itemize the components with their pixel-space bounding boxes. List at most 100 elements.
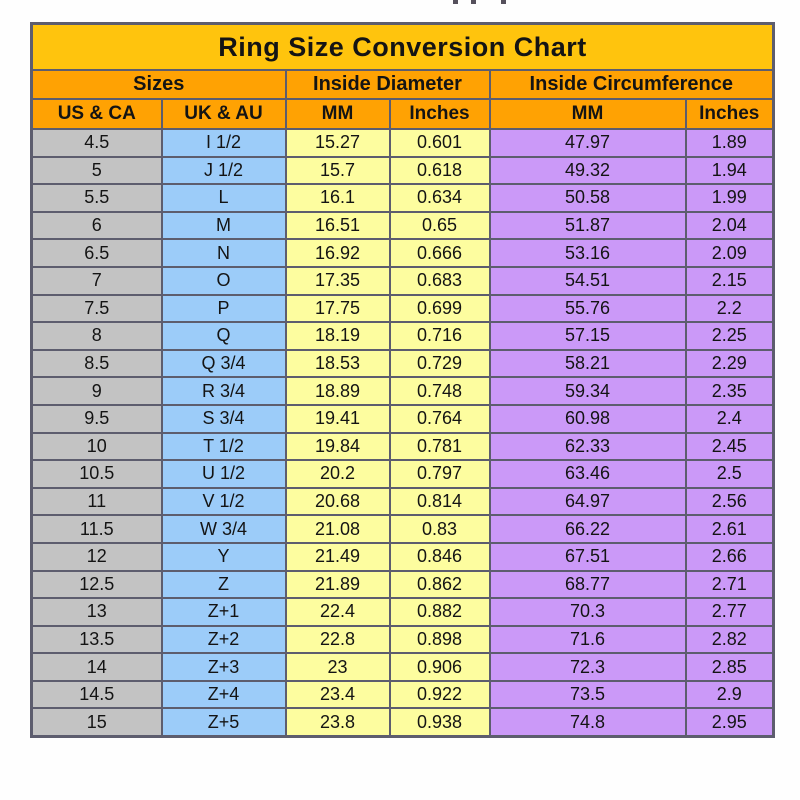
cell-circumference-inches: 2.09 (684, 238, 775, 268)
cell-circumference-inches: 2.45 (684, 431, 775, 462)
cell-circumference-inches: 2.5 (684, 459, 775, 489)
cell-us-ca: 14 (30, 652, 163, 682)
cell-circumference-mm: 55.76 (488, 293, 687, 324)
cell-circumference-mm: 47.97 (488, 128, 687, 158)
cell-diameter-inches: 0.797 (388, 459, 491, 489)
cell-diameter-mm: 18.53 (284, 348, 391, 379)
cell-diameter-mm: 17.75 (284, 293, 391, 324)
table-row: 15 Z+5 23.8 0.938 74.8 2.95 (30, 707, 775, 738)
table-row: 8 Q 18.19 0.716 57.15 2.25 (30, 321, 775, 351)
cell-circumference-inches: 2.9 (684, 679, 775, 710)
column-header-circumference-inches: Inches (684, 98, 775, 130)
table-row: 9.5 S 3/4 19.41 0.764 60.98 2.4 (30, 403, 775, 434)
cell-circumference-inches: 2.29 (684, 348, 775, 379)
cell-uk-au: Q (160, 321, 287, 351)
table-row: 8.5 Q 3/4 18.53 0.729 58.21 2.29 (30, 348, 775, 379)
cell-diameter-mm: 17.35 (284, 265, 391, 296)
cell-diameter-mm: 23.8 (284, 707, 391, 738)
cell-circumference-inches: 2.56 (684, 486, 775, 517)
cell-diameter-inches: 0.748 (388, 376, 491, 406)
table-row: 6.5 N 16.92 0.666 53.16 2.09 (30, 238, 775, 268)
cell-us-ca: 10 (30, 431, 163, 462)
cell-diameter-inches: 0.814 (388, 486, 491, 517)
table-row: 7 O 17.35 0.683 54.51 2.15 (30, 265, 775, 296)
column-header-diameter-inches: Inches (388, 98, 491, 130)
cell-circumference-inches: 2.82 (684, 624, 775, 655)
cell-us-ca: 13.5 (30, 624, 163, 655)
cell-uk-au: P (160, 293, 287, 324)
table-row: 13.5 Z+2 22.8 0.898 71.6 2.82 (30, 624, 775, 655)
cell-circumference-mm: 59.34 (488, 376, 687, 406)
column-header-row: US & CA UK & AU MM Inches MM Inches (30, 98, 775, 130)
cell-circumference-inches: 2.66 (684, 541, 775, 572)
cell-us-ca: 10.5 (30, 459, 163, 489)
cell-us-ca: 4.5 (30, 128, 163, 158)
table-row: 5.5 L 16.1 0.634 50.58 1.99 (30, 183, 775, 213)
clipped-mark (471, 0, 476, 4)
cell-diameter-inches: 0.699 (388, 293, 491, 324)
cell-circumference-mm: 68.77 (488, 569, 687, 600)
cell-uk-au: N (160, 238, 287, 268)
cell-us-ca: 7 (30, 265, 163, 296)
cell-diameter-mm: 22.8 (284, 624, 391, 655)
cell-diameter-inches: 0.729 (388, 348, 491, 379)
cell-circumference-mm: 71.6 (488, 624, 687, 655)
cell-uk-au: L (160, 183, 287, 213)
cell-circumference-inches: 2.61 (684, 514, 775, 544)
cell-circumference-inches: 1.99 (684, 183, 775, 213)
column-header-us-ca: US & CA (30, 98, 163, 130)
cell-diameter-mm: 21.89 (284, 569, 391, 600)
cell-us-ca: 9 (30, 376, 163, 406)
column-header-diameter-mm: MM (284, 98, 391, 130)
cell-diameter-mm: 19.41 (284, 403, 391, 434)
cell-circumference-inches: 2.4 (684, 403, 775, 434)
cell-circumference-mm: 51.87 (488, 210, 687, 241)
ring-size-conversion-table: Ring Size Conversion Chart Sizes Inside … (30, 22, 776, 739)
cell-uk-au: Z+1 (160, 597, 287, 627)
cell-circumference-inches: 2.04 (684, 210, 775, 241)
cell-circumference-inches: 2.15 (684, 265, 775, 296)
cell-us-ca: 6.5 (30, 238, 163, 268)
table-body: 4.5 I 1/2 15.27 0.601 47.97 1.89 5 J 1/2 15.7 0.6… (30, 128, 775, 738)
cell-circumference-mm: 64.97 (488, 486, 687, 517)
cell-uk-au: Z (160, 569, 287, 600)
cell-circumference-mm: 60.98 (488, 403, 687, 434)
cell-circumference-mm: 74.8 (488, 707, 687, 738)
cell-diameter-mm: 21.49 (284, 541, 391, 572)
cell-us-ca: 12.5 (30, 569, 163, 600)
cell-diameter-mm: 16.1 (284, 183, 391, 213)
cell-uk-au: R 3/4 (160, 376, 287, 406)
cell-us-ca: 13 (30, 597, 163, 627)
table-row: 7.5 P 17.75 0.699 55.76 2.2 (30, 293, 775, 324)
cell-circumference-inches: 2.95 (684, 707, 775, 738)
cell-diameter-mm: 18.89 (284, 376, 391, 406)
cell-diameter-inches: 0.683 (388, 265, 491, 296)
cell-uk-au: Y (160, 541, 287, 572)
cell-us-ca: 8 (30, 321, 163, 351)
cell-diameter-inches: 0.634 (388, 183, 491, 213)
cell-uk-au: M (160, 210, 287, 241)
cell-us-ca: 5.5 (30, 183, 163, 213)
cell-diameter-mm: 21.08 (284, 514, 391, 544)
table-row: 14.5 Z+4 23.4 0.922 73.5 2.9 (30, 679, 775, 710)
cell-diameter-inches: 0.764 (388, 403, 491, 434)
cell-circumference-mm: 54.51 (488, 265, 687, 296)
cell-circumference-inches: 2.35 (684, 376, 775, 406)
cell-circumference-mm: 62.33 (488, 431, 687, 462)
cell-us-ca: 12 (30, 541, 163, 572)
cell-diameter-inches: 0.906 (388, 652, 491, 682)
table-row: 12.5 Z 21.89 0.862 68.77 2.71 (30, 569, 775, 600)
cell-uk-au: U 1/2 (160, 459, 287, 489)
cell-circumference-inches: 2.25 (684, 321, 775, 351)
column-header-circumference-mm: MM (488, 98, 687, 130)
clipped-mark (453, 0, 458, 4)
cell-circumference-mm: 58.21 (488, 348, 687, 379)
cell-diameter-mm: 23.4 (284, 679, 391, 710)
cell-circumference-inches: 2.85 (684, 652, 775, 682)
cell-diameter-inches: 0.781 (388, 431, 491, 462)
cell-diameter-inches: 0.65 (388, 210, 491, 241)
table-row: 13 Z+1 22.4 0.882 70.3 2.77 (30, 597, 775, 627)
cell-us-ca: 14.5 (30, 679, 163, 710)
table-row: 14 Z+3 23 0.906 72.3 2.85 (30, 652, 775, 682)
